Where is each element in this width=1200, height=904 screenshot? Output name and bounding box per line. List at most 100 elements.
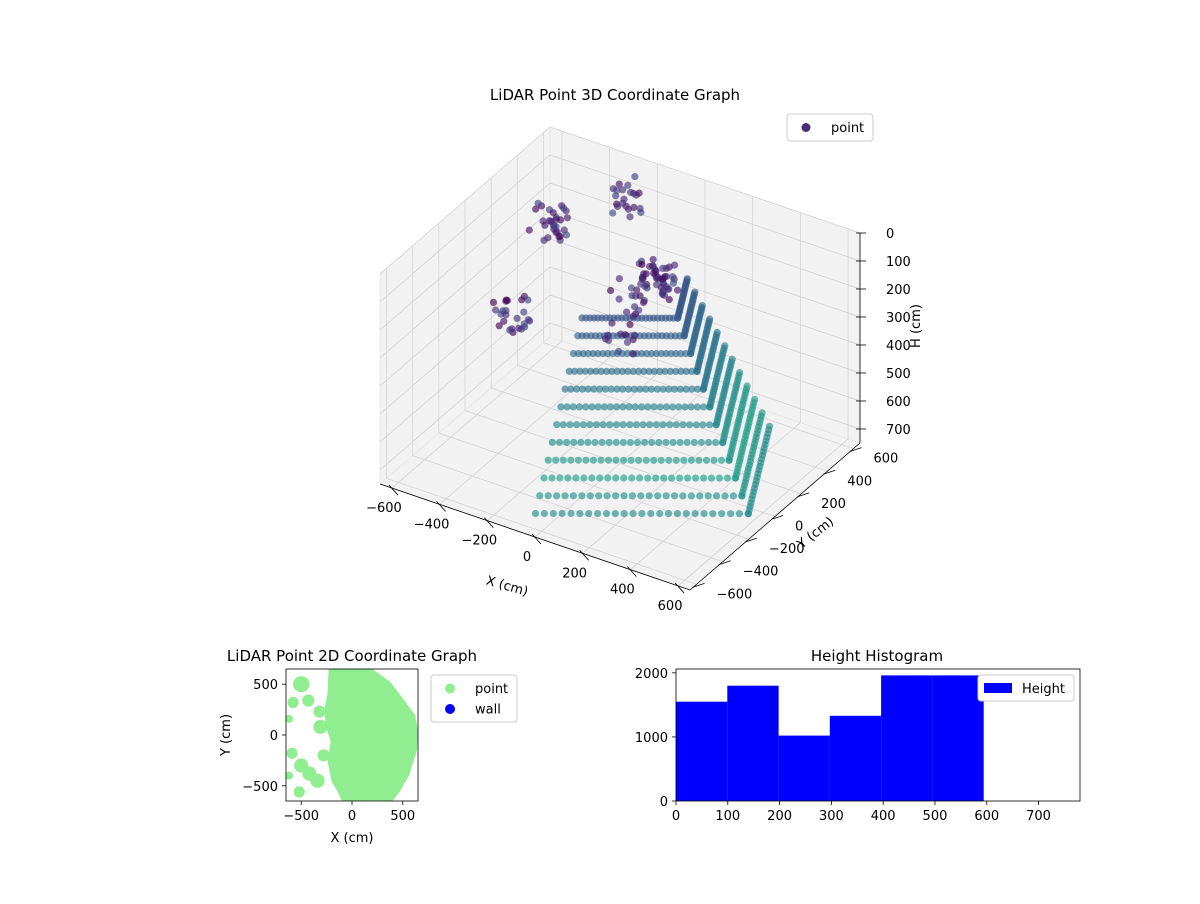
point-3d [723, 474, 732, 482]
point-3d [672, 456, 680, 464]
y-tick-label-2d: −500 [242, 780, 278, 795]
point-3d [544, 456, 552, 464]
point-3d [736, 369, 744, 377]
point-3d [624, 385, 633, 393]
point-region-2d [324, 669, 418, 801]
point-3d [657, 456, 665, 464]
point-3d [658, 289, 666, 297]
point-3d [675, 403, 683, 411]
point-3d [673, 509, 682, 518]
point-3d [563, 403, 571, 411]
point-3d [706, 421, 714, 429]
x-tick-label-2d: 500 [390, 809, 415, 824]
y-tick-3d [744, 537, 757, 543]
grid-back-z [549, 210, 861, 318]
point-3d [721, 342, 729, 350]
y-tick-label-3d: 400 [847, 474, 872, 489]
y-tick-label-3d: 200 [821, 497, 846, 512]
point-3d [615, 180, 623, 188]
point-3d [715, 474, 724, 482]
point-3d [717, 456, 726, 464]
y-tick-label-2d: 0 [270, 729, 278, 744]
x-tick-3d [674, 582, 685, 594]
point-3d [612, 438, 620, 447]
x-tick-label-histogram: 600 [974, 809, 999, 824]
point-3d [653, 281, 661, 289]
grid-floor-y [438, 432, 749, 540]
grid-left-z [379, 266, 551, 415]
point-3d [582, 403, 590, 411]
point-3d [636, 292, 644, 300]
point-3d [691, 288, 699, 296]
point-3d [682, 367, 690, 375]
grid-floor-y [517, 364, 828, 472]
point-3d [699, 421, 707, 429]
x-tick-label-2d: −500 [283, 809, 319, 824]
histogram-bar [932, 675, 984, 801]
grid-left-z [379, 210, 551, 359]
point-3d [692, 421, 700, 429]
point-3d [628, 292, 636, 300]
point-3d [584, 385, 592, 393]
point-3d [697, 438, 706, 447]
point-3d [594, 509, 602, 518]
point-3d [553, 421, 561, 429]
point-3d [679, 421, 687, 429]
point-3d [617, 330, 625, 338]
chart-3d-title: LiDAR Point 3D Coordinate Graph [490, 86, 740, 104]
point-3d [647, 385, 656, 393]
point-3d [635, 306, 643, 314]
point-3d [646, 262, 654, 271]
grid-floor-y [386, 478, 697, 585]
point-3d [696, 492, 704, 500]
z-tick-label-3d: 200 [886, 283, 911, 298]
point-3d [634, 367, 643, 375]
point-3d [567, 456, 575, 464]
point-3d [520, 308, 528, 316]
point-3d [686, 421, 694, 429]
point-3d [588, 403, 596, 411]
point-3d [579, 421, 587, 429]
point-3d [605, 438, 613, 447]
point-3d [665, 385, 673, 393]
histogram-bar [778, 735, 830, 801]
point-3d [676, 385, 685, 393]
point-3d [628, 474, 636, 482]
chart-3d-panes [379, 126, 861, 591]
point-3d [735, 510, 744, 518]
point-3d [713, 492, 721, 500]
point-3d [713, 328, 721, 336]
y-tick-3d [849, 447, 862, 453]
point-3d [688, 385, 696, 393]
point-3d [573, 421, 581, 429]
point-3d [559, 456, 567, 464]
x-tick-3d [484, 517, 494, 528]
point-3d [531, 509, 540, 518]
grid-left-z [379, 294, 551, 443]
point-3d [612, 474, 620, 482]
point-3d [618, 367, 627, 375]
point-3d [661, 367, 669, 375]
point-3d [700, 403, 708, 411]
point-3d [564, 474, 572, 482]
point-3d [566, 421, 574, 429]
point-3d [567, 509, 575, 518]
point-3d [577, 438, 585, 446]
histogram-bar [727, 685, 779, 801]
point-3d [515, 324, 523, 332]
point-3d [611, 509, 619, 518]
grid-floor-y [412, 455, 723, 563]
x-tick-label-3d: −400 [414, 517, 450, 532]
point-3d [596, 385, 604, 393]
point-3d [552, 223, 560, 231]
point-3d [664, 509, 673, 518]
point-3d [612, 421, 621, 429]
point-3d [662, 264, 671, 272]
point-3d [666, 421, 674, 429]
z-tick-label-3d: 100 [886, 255, 911, 270]
point-3d [548, 474, 556, 482]
point-3d [677, 367, 685, 375]
chart-2d-title: LiDAR Point 2D Coordinate Graph [227, 647, 477, 665]
point-3d [665, 456, 673, 464]
point-3d [573, 385, 581, 393]
